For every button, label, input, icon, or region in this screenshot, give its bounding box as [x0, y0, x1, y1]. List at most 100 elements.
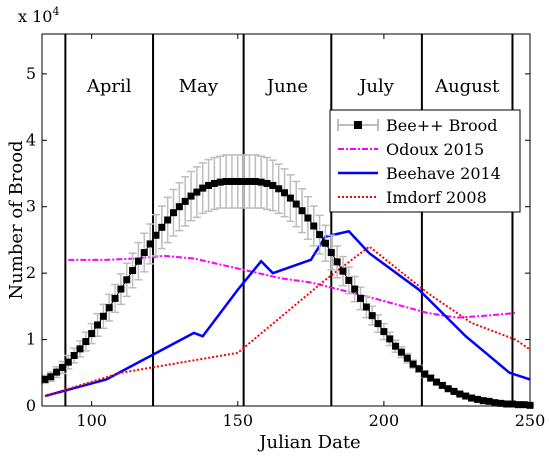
- bee-brood-point: [275, 185, 283, 193]
- bee-brood-point: [368, 312, 376, 320]
- bee-brood-point: [205, 181, 213, 189]
- bee-brood-point: [64, 358, 72, 366]
- bee-brood-point: [386, 335, 394, 343]
- bee-brood-point: [380, 328, 388, 336]
- bee-brood-point: [362, 303, 370, 311]
- y-tick-label: 3: [26, 197, 36, 216]
- bee-brood-point: [327, 249, 335, 257]
- y-exponent-power: 4: [52, 5, 59, 18]
- bee-brood-point: [199, 184, 207, 192]
- bee-brood-point: [158, 223, 166, 231]
- bee-brood-point: [234, 177, 242, 185]
- bee-brood-point: [392, 342, 400, 350]
- bee-brood-point: [146, 240, 154, 248]
- month-label: July: [357, 76, 395, 97]
- month-label-layer: April May June July August: [86, 76, 500, 97]
- imdorf-2008line: [44, 245, 531, 397]
- bee-brood-point: [514, 401, 522, 409]
- bee-brood-point: [397, 348, 405, 356]
- bee-brood-point: [333, 258, 341, 266]
- bee-brood-point: [99, 312, 107, 320]
- bee-brood-point: [479, 397, 487, 405]
- month-label: May: [179, 76, 219, 97]
- bee-brood-point: [485, 397, 493, 405]
- bee-brood-point: [421, 370, 429, 378]
- x-tick-label: 150: [223, 411, 254, 430]
- legend-label: Odoux 2015: [386, 140, 484, 159]
- legend-label: Beehave 2014: [386, 164, 501, 183]
- bee-brood-point: [316, 231, 324, 239]
- bee-brood-point: [123, 276, 131, 284]
- bee-brood-point: [304, 214, 312, 222]
- bee-brood-point: [94, 321, 102, 329]
- bee-brood-point: [310, 222, 318, 230]
- legend-marker: [354, 121, 362, 129]
- bee-brood-point: [47, 373, 55, 381]
- bee-brood-point: [357, 294, 365, 302]
- bee-brood-point: [216, 178, 224, 186]
- bee-brood-point: [351, 285, 359, 293]
- bee-brood-point: [53, 368, 61, 376]
- bee-brood-point: [240, 177, 248, 185]
- bee-brood-point: [321, 239, 329, 247]
- bee-brood-point: [427, 374, 435, 382]
- beehave-2014line: [44, 229, 531, 398]
- bee-brood-point: [76, 345, 84, 353]
- legend-label: Imdorf 2008: [386, 188, 487, 207]
- bee-brood-point: [175, 203, 183, 211]
- bee-brood-point: [497, 399, 505, 407]
- bee-brood-point: [228, 177, 236, 185]
- bee-brood-point: [251, 177, 259, 185]
- month-label: August: [434, 76, 500, 97]
- bee-brood-point: [152, 231, 160, 239]
- bee-brood-point: [450, 387, 458, 395]
- bee-brood-point: [193, 188, 201, 196]
- bee-brood-line: [44, 180, 531, 406]
- x-axis-label: Julian Date: [257, 432, 360, 453]
- bee-brood-point: [187, 192, 195, 200]
- y-tick-label: 2: [26, 263, 36, 282]
- bee-brood-point: [438, 381, 446, 389]
- bee-brood-point: [164, 216, 172, 224]
- y-tick-label: 0: [26, 396, 36, 415]
- bee-brood-point: [339, 267, 347, 275]
- legend-label: Bee++ Brood: [386, 116, 498, 135]
- bee-brood-point: [222, 177, 230, 185]
- series-layer: [40, 154, 534, 409]
- bee-markers: [41, 177, 534, 409]
- bee-brood-point: [403, 354, 411, 362]
- bee-brood-point: [58, 363, 66, 371]
- bee-brood-point: [82, 338, 90, 346]
- bee-brood-point: [140, 249, 148, 257]
- bee-brood-point: [134, 257, 142, 265]
- bee-brood-point: [415, 365, 423, 373]
- bee-brood-point: [503, 400, 511, 408]
- bee-brood-point: [281, 189, 289, 197]
- bee-brood-point: [269, 181, 277, 189]
- bee-brood-point: [41, 375, 49, 383]
- month-label: April: [86, 76, 132, 97]
- x-tick-label: 100: [76, 411, 107, 430]
- x-tick-label: 200: [369, 411, 400, 430]
- bee-brood-point: [462, 392, 470, 400]
- y-tick-label: 5: [26, 64, 36, 83]
- bee-brood-point: [491, 399, 499, 407]
- bee-brood-point: [70, 352, 78, 360]
- bee-brood-point: [292, 200, 300, 208]
- bee-brood-point: [210, 179, 218, 187]
- bee-brood-point: [181, 197, 189, 205]
- bee-brood-point: [444, 385, 452, 393]
- bee-brood-point: [508, 400, 516, 408]
- bee-brood-point: [245, 177, 253, 185]
- x-tick-label: 250: [515, 411, 546, 430]
- bee-brood-point: [409, 360, 417, 368]
- bee-brood-point: [345, 276, 353, 284]
- y-axis-label: Number of Brood: [6, 140, 27, 299]
- month-boundary-layer: [64, 34, 514, 406]
- legend: Bee++ Brood Odoux 2015 Beehave 2014 Imdorf …: [329, 109, 521, 213]
- month-label: June: [265, 76, 308, 97]
- bee-brood-point: [111, 294, 119, 302]
- bee-brood-point: [117, 285, 125, 293]
- bee-brood-point: [286, 194, 294, 202]
- bee-brood-point: [298, 207, 306, 215]
